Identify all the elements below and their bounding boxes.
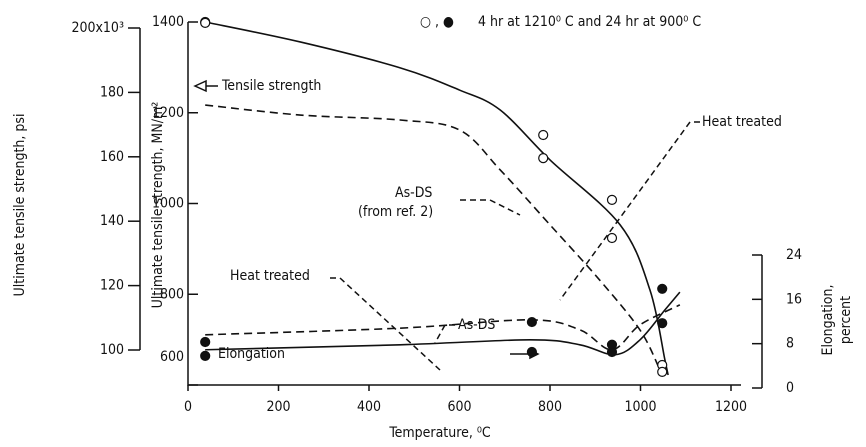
data-point [200,17,211,29]
curve [205,21,669,376]
curve [205,291,681,356]
annotation: As-DS [395,185,432,201]
data-point [606,346,618,358]
data-point [526,316,538,328]
data-point [538,153,549,164]
y3-tick-label: 160 [100,149,124,165]
y-axis-label: Ultimate tensile strength, MN/m² [150,102,166,309]
leader [434,324,455,344]
y3-tick-label: 100 [100,342,124,358]
y-tick-label: 800 [160,286,184,302]
y2-axis-label: Elongation, [820,285,836,356]
y3-tick-label: 120 [100,278,124,294]
annotation: Tensile strength [221,78,321,94]
annotation: Elongation [218,346,285,362]
data-point [657,366,668,377]
annotation: As-DS [458,317,495,333]
data-point [606,194,618,205]
data-point [538,129,549,141]
x-tick-label: 400 [357,399,381,415]
y-tick-label: 1200 [152,105,184,121]
leader [559,121,700,301]
x-tick-label: 0 [184,399,192,415]
x-tick-label: 200 [266,399,290,415]
x-tick-label: 1200 [715,399,747,415]
leader [460,199,521,216]
x-tick-label: 600 [447,399,471,415]
y3-axis-label: Ultimate tensile strength, psi [12,114,28,297]
arrow [193,79,218,93]
y3-tick-label: 180 [100,84,124,100]
data-point [200,350,211,361]
y2-tick-label: 0 [786,380,794,396]
y2-axis-label: percent [838,296,854,344]
x-tick-label: 1000 [624,399,656,415]
data-point [606,232,618,244]
annotation: Heat treated [230,268,310,284]
x-axis-label: Temperature, ⁰C [388,425,491,441]
y3-tick-label: 140 [100,213,124,229]
y-tick-label: 1000 [152,196,184,212]
leader [330,277,441,371]
y3-tick-label: 200x10³ [71,20,124,36]
data-point [200,336,211,348]
legend-text: 4 hr at 1210⁰ C and 24 hr at 900⁰ C [478,14,701,30]
y2-tick-label: 8 [786,336,794,352]
y2-tick-label: 16 [786,291,802,307]
data-point [657,318,668,329]
y2-tick-label: 24 [786,247,802,263]
annotation: Heat treated [702,114,782,130]
data-point [526,346,538,358]
curve [205,304,681,351]
y-tick-label: 600 [160,349,184,365]
legend-symbols: ○ , ● [420,14,454,30]
data-point [657,283,668,294]
y-tick-label: 1400 [152,14,184,30]
curve [205,104,661,371]
x-tick-label: 800 [538,399,562,415]
annotation: (from ref. 2) [358,204,433,220]
